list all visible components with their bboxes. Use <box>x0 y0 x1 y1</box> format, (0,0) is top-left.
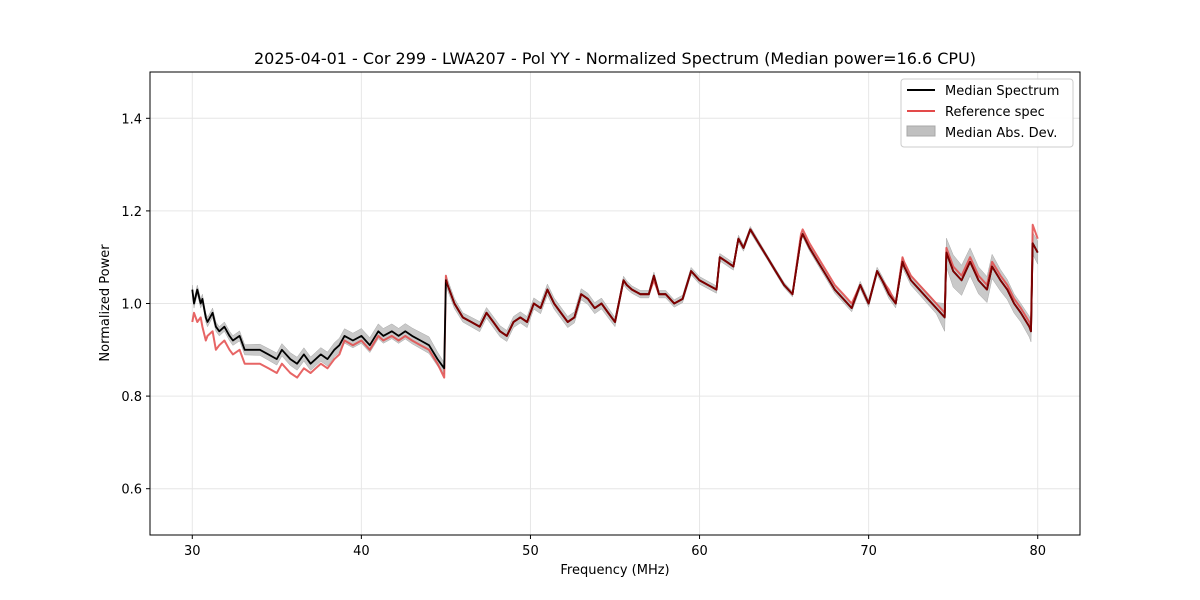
y-tick-label: 1.4 <box>121 112 142 127</box>
series-lines-layer <box>191 223 1039 379</box>
y-tick-label: 0.8 <box>121 390 142 405</box>
x-axis-ticks: 30 40 50 60 70 80 <box>184 535 1046 559</box>
x-axis-label: Frequency (MHz) <box>560 563 669 578</box>
overlap-line <box>445 228 1039 337</box>
legend-label-mad: Median Abs. Dev. <box>945 126 1057 141</box>
y-tick-label: 0.6 <box>121 483 142 498</box>
x-tick-label: 80 <box>1029 544 1046 559</box>
x-tick-label: 60 <box>691 544 708 559</box>
legend-label-reference: Reference spec <box>945 105 1045 120</box>
legend-label-median: Median Spectrum <box>945 84 1059 99</box>
legend-box <box>900 78 1074 148</box>
legend: Median Spectrum Reference spec Median Ab… <box>900 78 1074 148</box>
x-tick-label: 50 <box>522 544 539 559</box>
x-tick-label: 70 <box>860 544 877 559</box>
y-axis-label: Normalized Power <box>98 244 113 362</box>
y-axis-ticks: 0.6 0.8 1.0 1.2 1.4 <box>121 112 150 498</box>
x-tick-label: 40 <box>353 544 370 559</box>
legend-swatch-mad <box>906 125 936 137</box>
y-tick-label: 1.2 <box>121 205 142 220</box>
chart-title: 2025-04-01 - Cor 299 - LWA207 - Pol YY -… <box>254 49 976 68</box>
y-tick-label: 1.0 <box>121 298 142 313</box>
x-tick-label: 30 <box>184 544 201 559</box>
